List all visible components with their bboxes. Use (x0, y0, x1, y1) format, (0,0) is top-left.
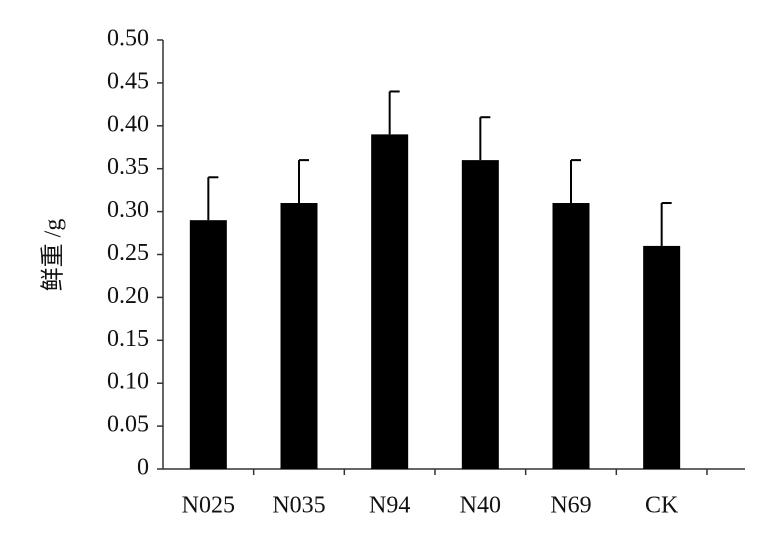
bar (280, 203, 318, 469)
y-tick-label: 0.10 (107, 369, 149, 395)
error-bar (207, 176, 219, 221)
y-axis-label: 鲜重 /g (40, 219, 67, 292)
bar (552, 203, 590, 469)
bar (371, 134, 409, 469)
x-tick-label: N94 (369, 493, 410, 519)
x-tick-label: CK (645, 493, 679, 519)
y-tick-label: 0.35 (107, 154, 149, 180)
y-tick-label: 0.15 (107, 326, 149, 352)
y-tick-label: 0.30 (107, 197, 149, 223)
x-tick-label: N035 (272, 493, 325, 519)
error-bar (660, 202, 672, 246)
y-tick-label: 0.05 (107, 412, 149, 438)
y-tick-label: 0.20 (107, 283, 149, 309)
x-tick-label: N025 (182, 493, 235, 519)
error-bar (570, 159, 581, 204)
bar (189, 220, 227, 469)
bar (461, 160, 499, 469)
y-tick-label: 0.40 (107, 111, 149, 137)
y-tick-label: 0.25 (107, 240, 149, 266)
x-tick-label: N69 (550, 493, 591, 519)
error-bar (479, 116, 491, 161)
error-bar (298, 159, 309, 204)
y-tick-label: 0 (137, 455, 149, 481)
y-tick-label: 0.50 (107, 26, 149, 52)
y-tick-label: 0.45 (107, 68, 149, 94)
error-bar (388, 90, 400, 135)
bar (643, 245, 681, 469)
x-tick-label: N40 (460, 493, 501, 519)
